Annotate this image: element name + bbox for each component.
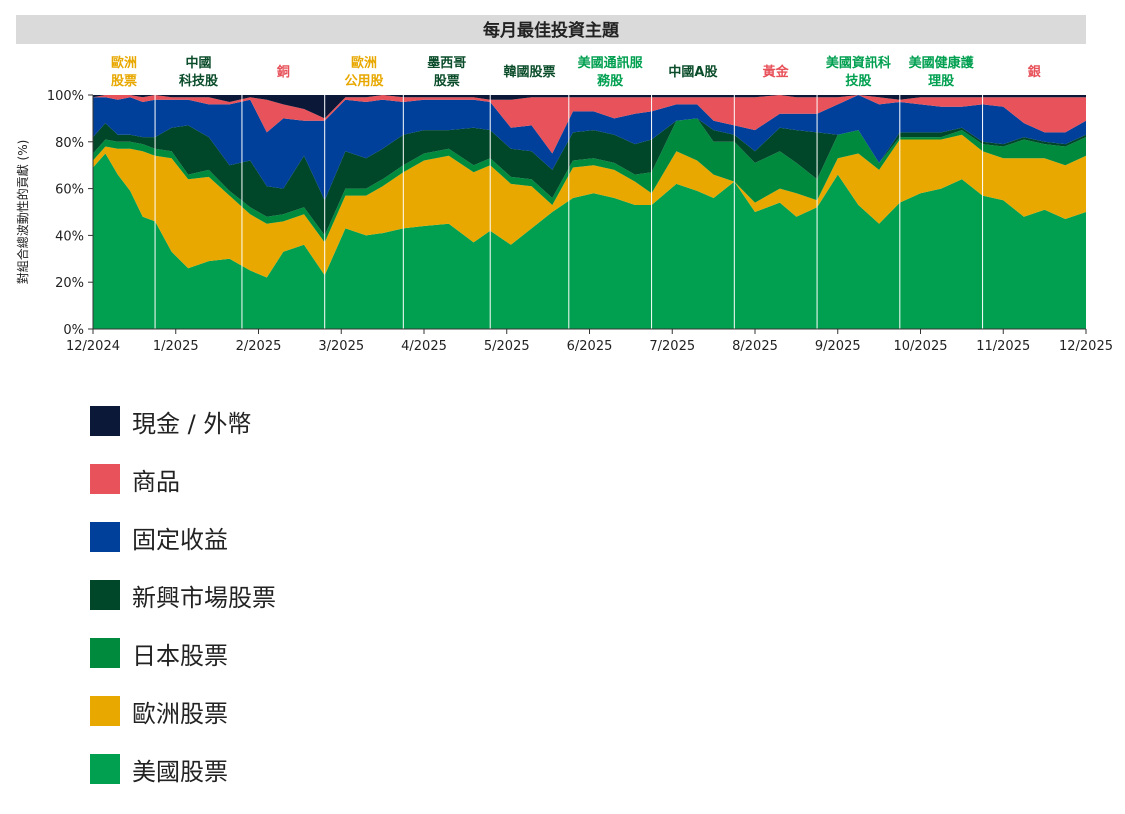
legend-item: 美國股票 — [90, 740, 276, 798]
legend-swatch — [90, 406, 120, 436]
y-axis-label: 對組合總波動性的貢獻 (%) — [15, 140, 30, 285]
theme-label-7: 中國A股 — [668, 64, 717, 80]
x-tick-label: 1/2025 — [153, 339, 199, 354]
legend-label: 新興市場股票 — [132, 583, 276, 612]
theme-label-line: 中國 — [185, 55, 211, 71]
legend-swatch — [90, 696, 120, 726]
theme-label-1: 中國科技股 — [179, 55, 218, 89]
legend-item: 現金 / 外幣 — [90, 392, 276, 450]
theme-label-line: 理股 — [928, 74, 954, 89]
legend-label: 商品 — [132, 467, 180, 496]
theme-label-line: 技股 — [845, 73, 871, 89]
legend-item: 新興市場股票 — [90, 566, 276, 624]
theme-label-10: 美國健康護理股 — [909, 55, 975, 89]
theme-label-line: 務股 — [597, 73, 623, 89]
theme-label-6: 美國通訊服務股 — [578, 55, 644, 89]
y-tick-label: 60% — [55, 183, 84, 198]
legend-label: 固定收益 — [132, 525, 228, 554]
plot-areas — [93, 95, 1086, 329]
x-tick-label: 12/2025 — [1059, 339, 1113, 354]
chart-title-bar — [16, 15, 1086, 44]
theme-label-0: 歐洲股票 — [111, 55, 137, 89]
x-tick-label: 2/2025 — [236, 339, 282, 354]
x-tick-label: 8/2025 — [732, 339, 778, 354]
legend: 現金 / 外幣 商品固定收益新興市場股票 日本股票歐洲股票美國股票 — [90, 392, 276, 798]
area-series-3 — [93, 118, 1086, 236]
legend-swatch — [90, 464, 120, 494]
x-tick-label: 7/2025 — [649, 339, 695, 354]
y-tick-label: 0% — [63, 323, 84, 338]
theme-label-line: 美國資訊科 — [826, 55, 891, 71]
x-tick-label: 6/2025 — [567, 339, 613, 354]
x-tick-label: 3/2025 — [318, 339, 364, 354]
theme-label-line: 銀 — [1028, 64, 1041, 80]
theme-label-11: 銀 — [1028, 64, 1041, 80]
area-series-0 — [93, 153, 1086, 329]
legend-swatch — [90, 522, 120, 552]
x-tick-label: 9/2025 — [815, 339, 861, 354]
legend-swatch — [90, 638, 120, 668]
x-tick-label: 12/2024 — [66, 339, 120, 354]
x-tick-label: 4/2025 — [401, 339, 447, 354]
axes: 12/2024 1/2025 2/2025 3/2025 4/2025 5/2025 6/2… — [47, 89, 1113, 354]
theme-label-2: 銅 — [277, 64, 290, 80]
theme-label-line: 中國A股 — [668, 64, 717, 80]
theme-label-8: 黃金 — [762, 64, 790, 80]
area-series-2 — [93, 118, 1086, 243]
area-series-6 — [93, 95, 1086, 119]
theme-label-line: 科技股 — [179, 73, 218, 89]
legend-label: 日本股票 — [132, 641, 228, 670]
legend-item: 固定收益 — [90, 508, 276, 566]
y-tick-label: 80% — [55, 136, 84, 151]
theme-label-line: 墨西哥 — [427, 55, 466, 71]
theme-label-line: 銅 — [277, 64, 290, 80]
theme-label-9: 美國資訊科技股 — [826, 55, 891, 89]
x-tick-label: 5/2025 — [484, 339, 530, 354]
legend-label: 美國股票 — [132, 757, 228, 786]
theme-label-line: 韓國股票 — [503, 64, 555, 80]
theme-label-line: 股票 — [434, 73, 460, 89]
theme-label-line: 股票 — [111, 73, 137, 89]
legend-label: 現金 / 外幣 — [132, 409, 252, 438]
theme-label-line: 美國通訊服 — [578, 55, 644, 71]
theme-label-line: 美國健康護 — [909, 55, 975, 71]
area-series-5 — [93, 95, 1086, 154]
theme-label-line: 公用股 — [344, 74, 383, 89]
legend-item: 歐洲股票 — [90, 682, 276, 740]
theme-label-3: 歐洲公用股 — [344, 55, 383, 89]
area-series-4 — [93, 95, 1086, 201]
month-dividers — [154, 95, 984, 329]
x-tick-label: 10/2025 — [893, 339, 947, 354]
legend-item: 日本股票 — [90, 624, 276, 682]
x-tick-label: 11/2025 — [976, 339, 1030, 354]
y-tick-label: 100% — [47, 89, 84, 104]
legend-label: 歐洲股票 — [132, 699, 228, 728]
theme-labels: 歐洲股票 中國科技股 銅 歐洲公用股 墨西哥股票 韓國股票 美國通訊服務股 中國A股 黃金 美國資… — [111, 55, 1041, 89]
y-tick-label: 20% — [55, 276, 84, 291]
area-series-1 — [93, 134, 1086, 278]
legend-swatch — [90, 754, 120, 784]
theme-label-4: 墨西哥股票 — [427, 55, 466, 89]
theme-label-5: 韓國股票 — [503, 64, 555, 80]
legend-item: 商品 — [90, 450, 276, 508]
theme-label-line: 黃金 — [762, 64, 790, 80]
y-tick-label: 40% — [55, 229, 84, 244]
theme-label-line: 歐洲 — [351, 55, 377, 71]
legend-swatch — [90, 580, 120, 610]
theme-label-line: 歐洲 — [111, 55, 137, 71]
chart-title: 每月最佳投資主題 — [483, 20, 620, 41]
